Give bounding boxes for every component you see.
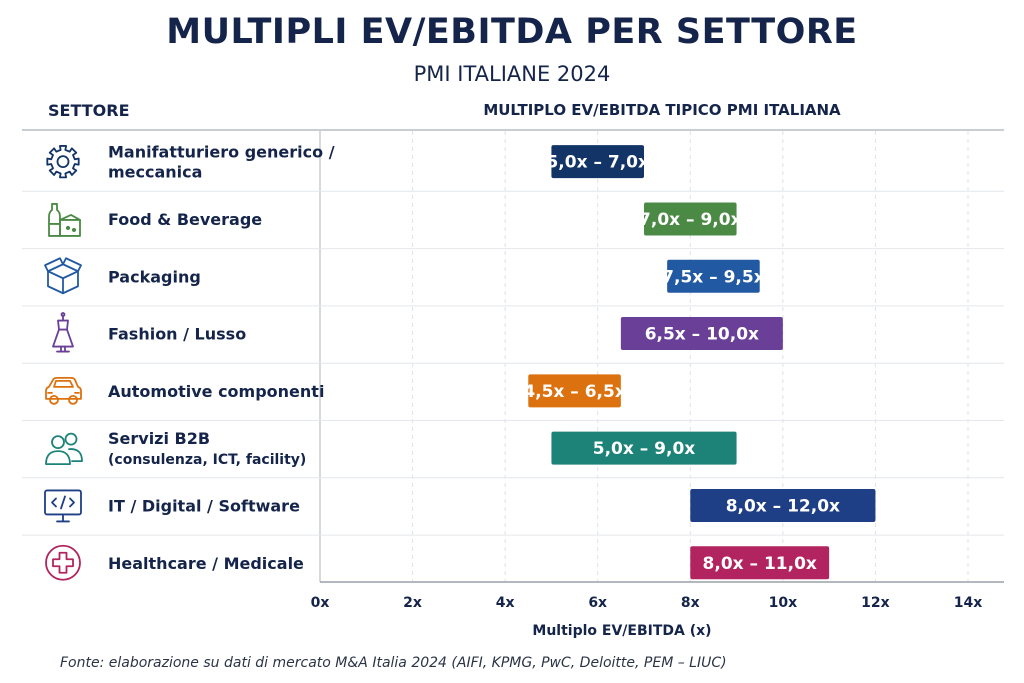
range-bar-1 <box>644 202 737 236</box>
header-divider <box>22 129 1004 131</box>
category-label-0-line-0: Manifatturiero generico / <box>108 143 335 162</box>
range-bar-3 <box>620 317 783 351</box>
bar-value-label-1: 7,0x – 9,0x <box>639 210 742 230</box>
people-icon <box>45 432 83 466</box>
range-bar-2 <box>667 259 760 293</box>
bar-value-label-6: 8,0x – 12,0x <box>726 496 840 516</box>
category-column-header: SETTORE <box>48 101 130 120</box>
x-tick-label-4: 4x <box>496 595 515 611</box>
car-icon <box>45 376 82 405</box>
box-icon <box>44 257 82 295</box>
x-axis-title: Multiplo EV/EBITDA (x) <box>532 623 711 639</box>
range-bar-6 <box>690 488 876 522</box>
chart-title: MULTIPLI EV/EBITDA PER SETTORE <box>166 12 858 52</box>
value-column-header: MULTIPLO EV/EBITDA TIPICO PMI ITALIANA <box>483 101 841 119</box>
bottle-icon <box>48 203 81 237</box>
dress-icon <box>52 312 74 353</box>
category-label-2-line-0: Packaging <box>108 267 201 286</box>
bar-value-label-7: 8,0x – 11,0x <box>703 554 817 574</box>
x-tick-label-12: 12x <box>861 595 890 611</box>
medical-cross-icon <box>45 544 81 581</box>
bar-value-label-2: 7,5x – 9,5x <box>662 267 765 287</box>
bar-value-label-4: 4,5x – 6,5x <box>523 382 626 402</box>
category-label-0-line-1: meccanica <box>108 163 202 182</box>
x-tick-label-0: 0x <box>311 595 330 611</box>
range-bar-7 <box>690 546 830 580</box>
range-bar-5 <box>551 431 737 465</box>
x-tick-label-6: 6x <box>588 595 607 611</box>
category-label-3-line-0: Fashion / Lusso <box>108 325 246 344</box>
bar-value-label-5: 5,0x – 9,0x <box>593 439 696 459</box>
category-label-5-line-0: Servizi B2B <box>108 429 210 448</box>
category-label-5-line-1: (consulenza, ICT, facility) <box>108 452 306 468</box>
x-tick-label-2: 2x <box>403 595 422 611</box>
category-label-4-line-0: Automotive componenti <box>108 382 324 401</box>
bar-value-label-0: 5,0x – 7,0x <box>546 153 649 173</box>
category-label-1-line-0: Food & Beverage <box>108 210 262 229</box>
category-label-7-line-0: Healthcare / Medicale <box>108 554 304 573</box>
bar-value-label-3: 6,5x – 10,0x <box>645 325 759 345</box>
x-tick-label-14: 14x <box>954 595 983 611</box>
chart-subtitle: PMI ITALIANE 2024 <box>413 62 611 86</box>
x-tick-label-8: 8x <box>681 595 700 611</box>
source-footnote: Fonte: elaborazione su dati di mercato M… <box>60 655 727 671</box>
range-bar-0 <box>551 145 644 179</box>
monitor-code-icon <box>44 489 82 523</box>
range-bar-4 <box>528 374 621 408</box>
x-tick-label-10: 10x <box>769 595 798 611</box>
category-label-6-line-0: IT / Digital / Software <box>108 496 300 515</box>
gear-icon <box>46 145 80 179</box>
